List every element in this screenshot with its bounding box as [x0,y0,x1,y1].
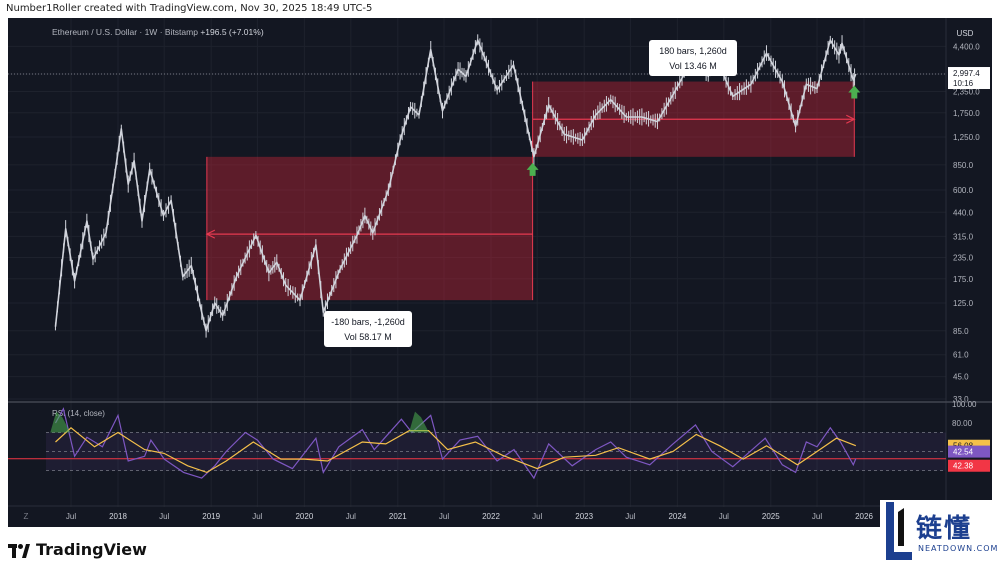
time-tick-label: 2019 [202,512,220,521]
rsi-red-value: 42.38 [953,462,974,471]
watermark-sub: NEATDOWN.COM [918,544,999,553]
up-arrow-icon [848,85,861,99]
price-change: +196.5 (+7.01%) [200,27,263,37]
price-tick-label: 440.0 [953,208,974,217]
price-tick-label: 61.0 [953,351,969,360]
time-tick-label: Jul [159,512,169,521]
annotation-bullish-vol: Vol 13.46 M [669,61,717,71]
time-tick-label: Jul [66,512,76,521]
annotation-bullish-text: 180 bars, 1,260d [659,46,727,56]
time-tick-label: 2025 [762,512,780,521]
annotation-bullish-box [649,40,737,76]
current-price-tag [948,67,990,90]
price-tick-label: 45.0 [953,373,969,382]
time-tick-label: Jul [625,512,635,521]
rsi-ma-line [55,427,857,474]
time-tick-label: Jul [439,512,449,521]
time-tick-label: Jul [346,512,356,521]
rsi-red-tag [948,459,990,472]
time-tick-label: 2022 [482,512,500,521]
rsi-overbought-fill [409,411,430,433]
price-tick-label: 315.0 [953,232,974,241]
rsi-tick-label: 80.00 [952,419,973,428]
chart-caption: Number1Roller created with TradingView.c… [6,3,373,14]
chart-title: Ethereum / U.S. Dollar · 1W · Bitstamp +… [52,27,264,37]
watermark-text: 链懂 [916,514,973,544]
time-tick-label: Jul [719,512,729,521]
tradingview-mark-icon [8,543,30,558]
rsi-title: RSI (14, close) [52,409,105,418]
tradingview-logo: TradingView [8,540,147,559]
range-box [206,156,533,301]
price-tick-label: 175.0 [953,275,974,284]
rsi-overbought-fill [50,411,71,433]
annotation-bearish-box [324,311,412,347]
time-tick-label: 2023 [575,512,593,521]
tradingview-logo-text: TradingView [36,540,147,559]
price-tick-label: 4,400.0 [953,42,980,51]
time-tick-label: 2024 [668,512,686,521]
time-tick-label: 2018 [109,512,127,521]
price-tick-label: 1,250.0 [953,133,980,142]
time-tick-label: Jul [252,512,262,521]
neatdown-logo-icon [886,502,912,560]
time-tick-label: Jul [532,512,542,521]
rsi-value: 42.54 [953,448,974,457]
price-tick-label: 125.0 [953,299,974,308]
time-tick-label: 2020 [295,512,313,521]
price-tick-label: 33.0 [953,395,969,404]
range-arrow-head [846,114,856,124]
price-tick-label: 850.0 [953,161,974,170]
bar-countdown: 10:16 [953,79,974,88]
time-tick-label: 2021 [389,512,407,521]
chart-canvas[interactable]: -180 bars, -1,260d Vol 58.17 M 180 bars, 1… [8,18,992,527]
current-price-value: 2,997.4 [953,69,980,78]
price-tick-label: 1,750.0 [953,109,980,118]
price-tick-label: 85.0 [953,327,969,336]
time-tick-label: Jul [812,512,822,521]
price-tick-label: 600.0 [953,186,974,195]
price-tick-label: 2,350.0 [953,88,980,97]
rsi-value-tag [948,445,990,458]
rsi-tick-label: 100.00 [952,400,977,409]
range-arrow-head [205,229,216,239]
currency-label: USD [957,29,974,38]
annotation-bearish-text: -180 bars, -1,260d [331,317,405,327]
tradingview-chart[interactable]: -180 bars, -1,260d Vol 58.17 M 180 bars, 1… [8,18,992,527]
zoom-icon: Z [24,512,29,521]
watermark: 链懂 NEATDOWN.COM [880,500,1000,573]
time-tick-label: 2026 [855,512,873,521]
price-tick-label: 235.0 [953,254,974,263]
up-arrow-icon [526,162,539,176]
annotation-bearish-vol: Vol 58.17 M [344,332,392,342]
rsi-line [54,407,857,480]
